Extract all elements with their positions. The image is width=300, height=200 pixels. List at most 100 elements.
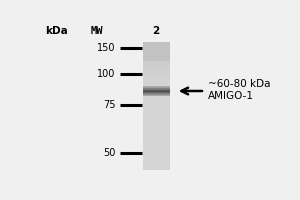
Bar: [143, 139, 170, 140]
Bar: [143, 57, 170, 58]
Bar: [143, 81, 170, 82]
Bar: [143, 130, 170, 131]
Bar: [143, 71, 170, 72]
Bar: [143, 137, 170, 138]
Bar: [143, 91, 170, 92]
Bar: [143, 87, 170, 88]
Bar: [143, 53, 170, 54]
Bar: [143, 74, 170, 75]
Bar: [143, 49, 170, 50]
Bar: [143, 164, 170, 165]
Bar: [143, 90, 170, 91]
Bar: [143, 76, 170, 77]
Bar: [143, 80, 170, 81]
Bar: [143, 89, 170, 90]
Bar: [143, 142, 170, 143]
Text: ~60-80 kDa: ~60-80 kDa: [208, 79, 271, 89]
Bar: [143, 128, 170, 129]
Bar: [143, 166, 170, 167]
Bar: [143, 160, 170, 161]
Bar: [143, 152, 170, 153]
Text: 150: 150: [97, 43, 116, 53]
Bar: [143, 112, 170, 113]
Bar: [143, 99, 170, 100]
Bar: [143, 44, 170, 45]
Bar: [143, 61, 170, 62]
Bar: [143, 150, 170, 151]
Bar: [143, 132, 170, 133]
Bar: [143, 159, 170, 160]
Bar: [143, 83, 170, 84]
Bar: [143, 73, 170, 74]
Bar: [143, 58, 170, 59]
Bar: [143, 156, 170, 157]
Bar: [143, 65, 170, 66]
Bar: [143, 63, 170, 64]
Text: kDa: kDa: [45, 26, 68, 36]
Bar: [143, 165, 170, 166]
Bar: [143, 79, 170, 80]
Bar: [143, 107, 170, 108]
Bar: [143, 140, 170, 141]
Bar: [143, 162, 170, 163]
Bar: [143, 136, 170, 137]
Bar: [143, 168, 170, 169]
Bar: [143, 122, 170, 123]
Bar: [143, 121, 170, 122]
Text: 2: 2: [152, 26, 160, 36]
Bar: [143, 127, 170, 128]
Bar: [143, 86, 170, 87]
Bar: [143, 48, 170, 49]
Bar: [143, 151, 170, 152]
Bar: [143, 98, 170, 99]
Bar: [143, 117, 170, 118]
Bar: [143, 163, 170, 164]
Bar: [143, 149, 170, 150]
Text: 50: 50: [103, 148, 116, 158]
Bar: [143, 143, 170, 144]
Bar: [143, 84, 170, 85]
Bar: [143, 109, 170, 110]
Bar: [143, 92, 170, 93]
Bar: [143, 47, 170, 48]
Bar: [143, 95, 170, 96]
Bar: [143, 55, 170, 56]
Bar: [143, 118, 170, 119]
Bar: [143, 103, 170, 104]
Bar: [143, 75, 170, 76]
Bar: [143, 88, 170, 89]
Text: MW: MW: [91, 26, 103, 36]
Bar: [143, 138, 170, 139]
Bar: [143, 52, 170, 53]
Bar: [143, 96, 170, 97]
Bar: [143, 108, 170, 109]
Bar: [143, 56, 170, 57]
Bar: [143, 147, 170, 148]
Bar: [143, 131, 170, 132]
Bar: [143, 169, 170, 170]
Bar: [143, 54, 170, 55]
Bar: [143, 115, 170, 116]
Bar: [143, 126, 170, 127]
Bar: [143, 111, 170, 112]
Bar: [143, 135, 170, 136]
Bar: [143, 157, 170, 158]
Bar: [143, 42, 170, 43]
Bar: [143, 125, 170, 126]
Bar: [143, 78, 170, 79]
Bar: [143, 158, 170, 159]
Bar: [143, 70, 170, 71]
Bar: [143, 43, 170, 44]
Bar: [143, 50, 170, 51]
Bar: [143, 148, 170, 149]
Bar: [143, 67, 170, 68]
Bar: [143, 72, 170, 73]
Bar: [143, 123, 170, 124]
Bar: [143, 60, 170, 61]
Bar: [143, 161, 170, 162]
Bar: [143, 104, 170, 105]
Bar: [143, 129, 170, 130]
Bar: [143, 144, 170, 145]
Bar: [143, 146, 170, 147]
Bar: [143, 113, 170, 114]
